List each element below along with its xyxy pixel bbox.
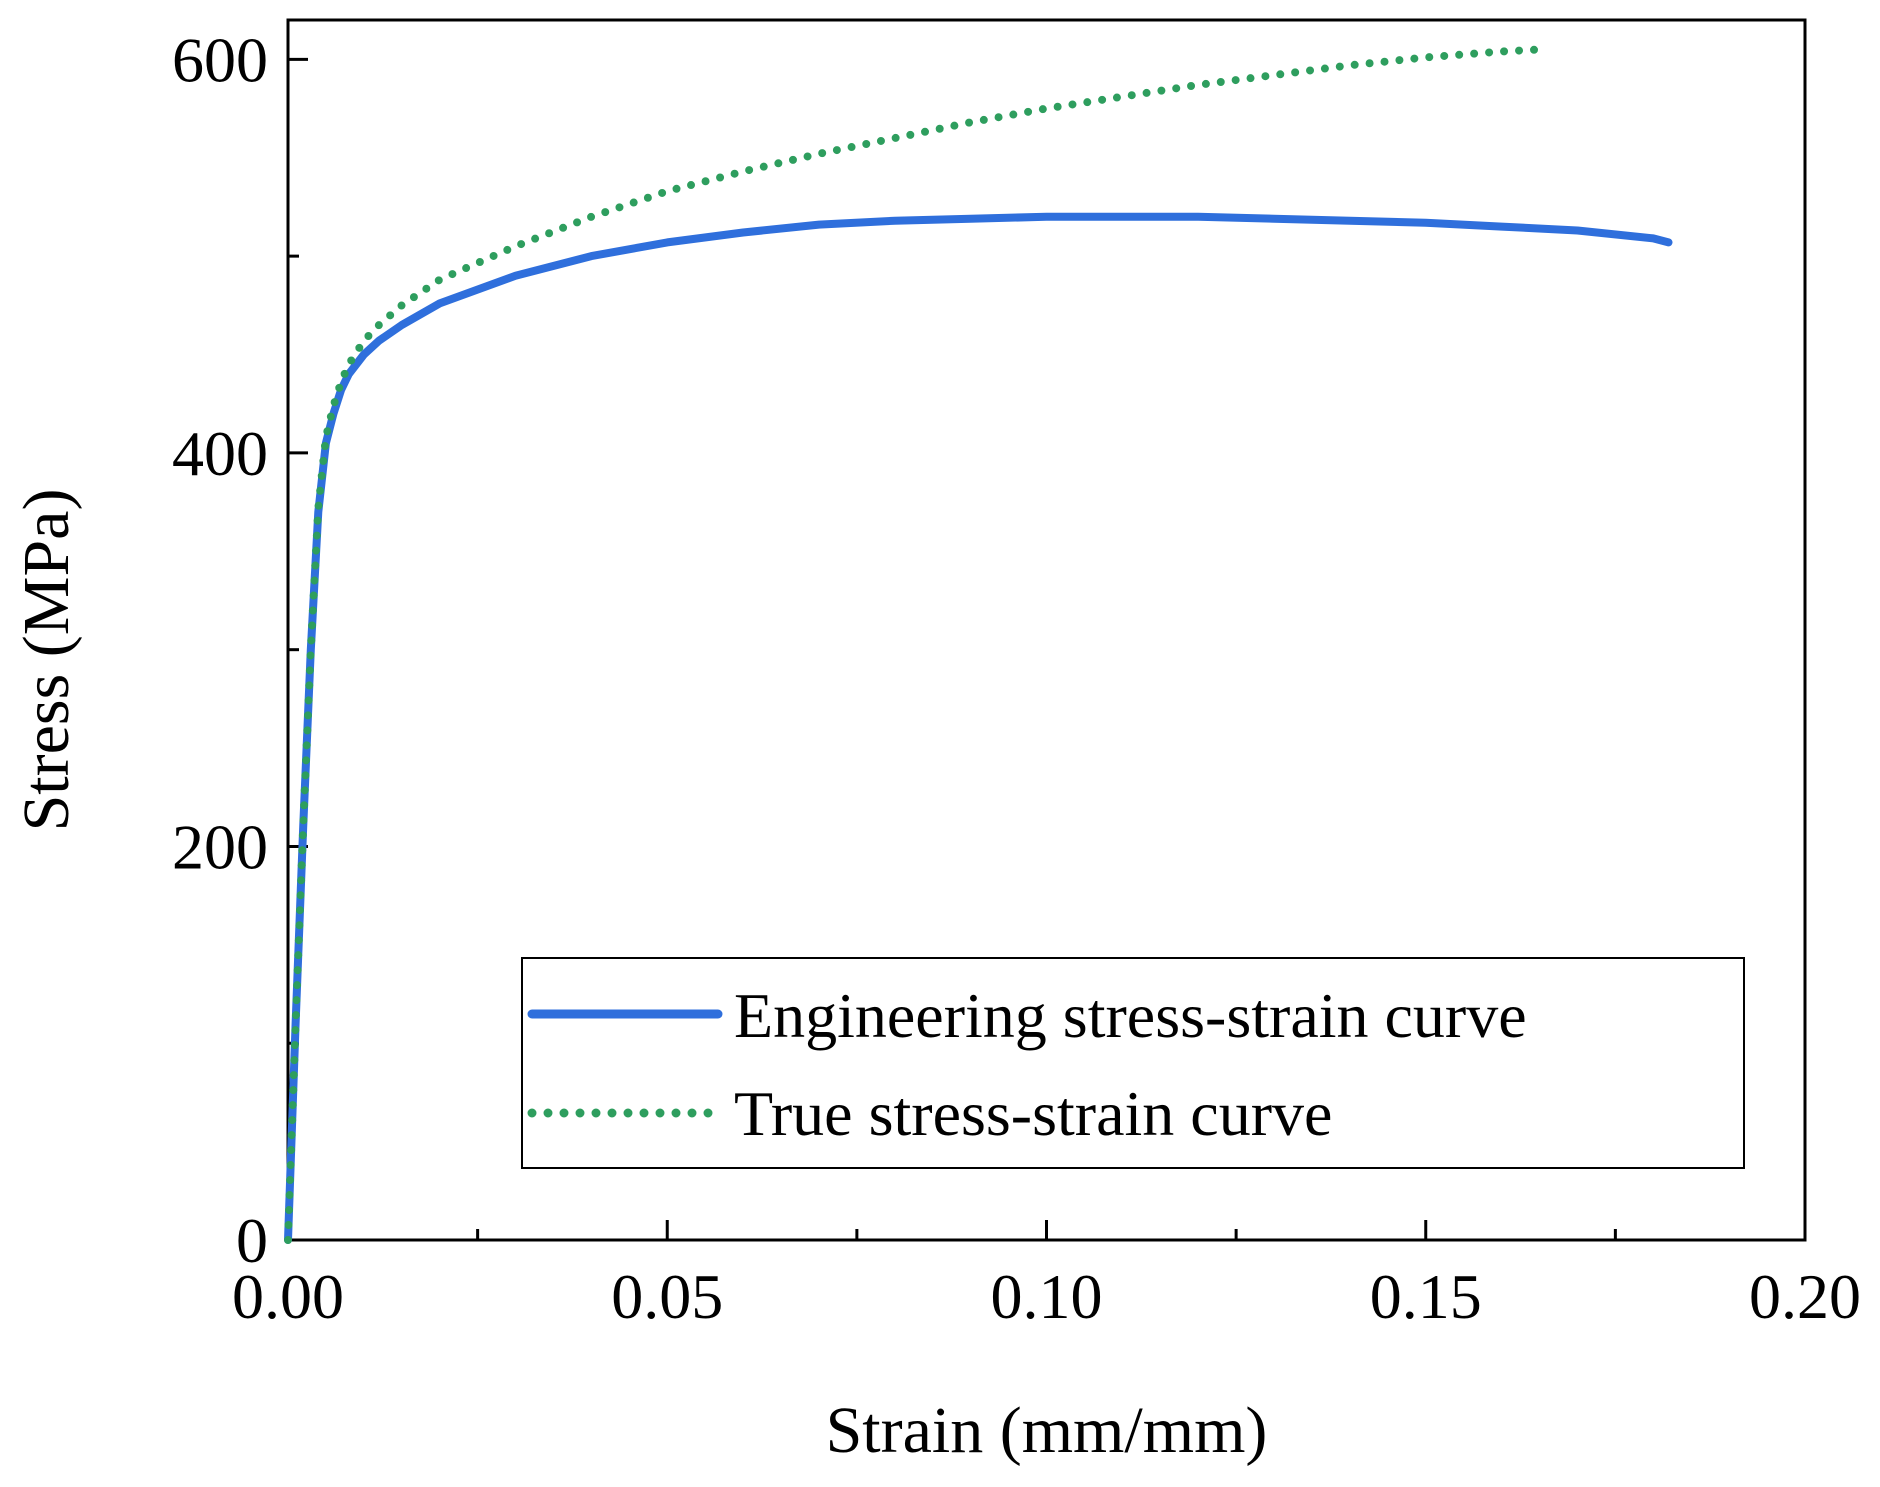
legend-box: [521, 957, 1745, 1169]
axis-tick-labels: 0.00 0.05 0.10 0.15 0.20 0 200 400 600: [172, 24, 1861, 1332]
axis-ticks: [286, 57, 1807, 1242]
legend-label-true: True stress-strain curve: [734, 1078, 1332, 1149]
y-axis-title: Stress (MPa): [10, 489, 83, 832]
x-tick-label: 0.20: [1749, 1261, 1861, 1332]
series-layer: [284, 45, 1673, 1244]
engineering-curve-line: [284, 212, 1673, 1244]
x-tick-label: 0.00: [232, 1261, 344, 1332]
y-tick-label: 600: [172, 24, 268, 95]
y-tick-label: 0: [236, 1205, 268, 1276]
x-tick-label: 0.05: [611, 1261, 723, 1332]
y-tick-label: 400: [172, 418, 268, 489]
legend-label-engineering: Engineering stress-strain curve: [734, 980, 1527, 1051]
x-tick-label: 0.10: [991, 1261, 1103, 1332]
legend: Engineering stress-strain curve True str…: [521, 957, 1745, 1169]
x-tick-label: 0.15: [1370, 1261, 1482, 1332]
true-curve-line: [284, 45, 1544, 1244]
x-axis-title: Strain (mm/mm): [826, 1394, 1268, 1467]
y-tick-label: 200: [172, 811, 268, 882]
